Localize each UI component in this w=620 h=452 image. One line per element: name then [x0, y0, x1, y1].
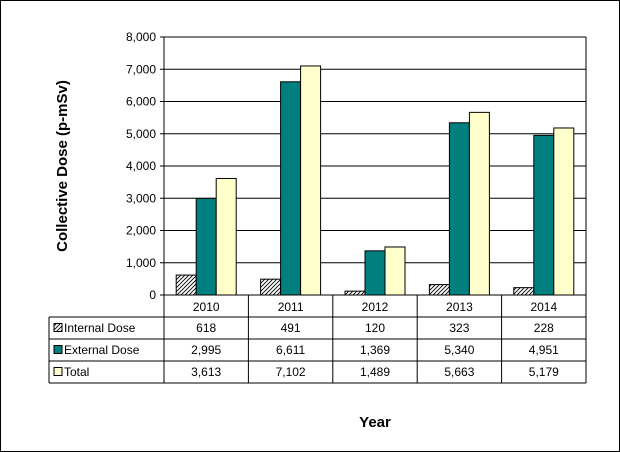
data-label: 2,995 [191, 343, 221, 357]
data-label: 5,179 [529, 365, 559, 379]
bar-external-dose [448, 122, 470, 296]
data-label: 618 [196, 321, 216, 335]
bar-internal-dose [175, 274, 197, 296]
data-label: 6,611 [276, 343, 305, 357]
y-tick-label: 5,000 [126, 127, 156, 141]
data-label: 5,663 [444, 365, 474, 379]
y-tick-label: 4,000 [126, 159, 156, 173]
legend-label: External Dose [64, 343, 140, 357]
data-label: 228 [534, 321, 554, 335]
bar-total [215, 177, 237, 296]
data-label: 491 [281, 321, 301, 335]
y-tick-label: 2,000 [126, 224, 156, 238]
legend-label: Total [64, 365, 89, 379]
x-tick-label: 2011 [278, 300, 304, 314]
bar-internal-dose [513, 287, 535, 296]
bar-total [300, 65, 322, 296]
data-label: 7,102 [276, 365, 306, 379]
data-label: 3,613 [191, 365, 221, 379]
data-label: 4,951 [529, 343, 559, 357]
data-label: 1,489 [360, 365, 390, 379]
bar-total [553, 127, 575, 296]
bar-internal-dose [260, 278, 282, 296]
data-label: 323 [449, 321, 469, 335]
y-tick-label: 7,000 [126, 62, 156, 76]
bar-external-dose [280, 81, 302, 296]
y-axis-title: Collective Dose (p-mSv) [54, 80, 71, 252]
bar-external-dose [195, 197, 217, 296]
x-tick-label: 2010 [193, 300, 220, 314]
bar-external-dose [533, 134, 555, 296]
bar-external-dose [364, 250, 386, 296]
bar-total [468, 111, 490, 296]
y-tick-label: 1,000 [126, 256, 156, 270]
y-tick-label: 8,000 [126, 30, 156, 44]
x-axis-title: Year [359, 414, 391, 431]
legend-key-internal-dose [53, 323, 63, 332]
y-tick-label: 0 [149, 288, 156, 302]
y-tick-label: 6,000 [126, 95, 156, 109]
y-tick-label: 3,000 [126, 191, 156, 205]
legend-key-total [53, 367, 63, 376]
x-tick-label: 2012 [362, 300, 389, 314]
legend-key-external-dose [53, 345, 63, 354]
bar-internal-dose [344, 290, 366, 296]
data-label: 120 [365, 321, 385, 335]
x-tick-label: 2014 [530, 300, 557, 314]
x-tick-label: 2013 [446, 300, 473, 314]
legend-label: Internal Dose [64, 321, 136, 335]
data-label: 1,369 [360, 343, 390, 357]
bar-total [384, 246, 406, 296]
data-label: 5,340 [444, 343, 474, 357]
bar-internal-dose [428, 284, 450, 296]
